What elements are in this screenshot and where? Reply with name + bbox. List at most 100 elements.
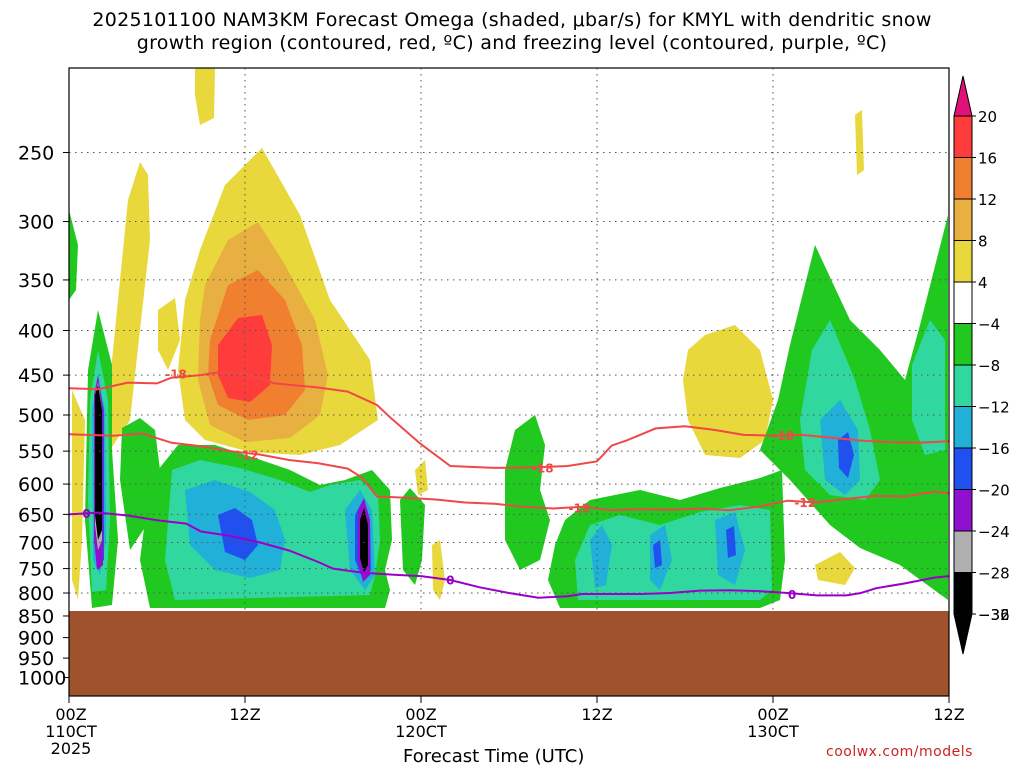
x-axis-tick-label: 2025 [51,739,92,758]
contour-layer: -18 -18 -18 -12 -12 -12 0 0 0 [69,367,949,602]
omega-shade-yellow [683,325,773,458]
omega-shade-black [360,508,368,572]
omega-shade-green [69,210,78,300]
colorbar-segment [953,157,973,200]
x-axis-tick-label: 12Z [581,705,612,724]
y-axis-tick-label: 350 [18,270,54,292]
credit-link[interactable]: coolwx.com/models [826,744,973,760]
x-axis-tick-label: 110CT [45,722,97,741]
y-axis-tick-label: 750 [18,559,54,581]
y-axis-tick-label: 950 [18,648,54,670]
freezing-label-0: 0 [446,574,454,588]
colorbar-label: 4 [978,274,988,292]
colorbar-segment [953,447,973,490]
y-axis-tick-label: 450 [18,365,54,387]
freezing-label-0: 0 [788,588,796,602]
x-axis-tick-label: 00Z [405,705,436,724]
colorbar-segment [953,323,973,366]
contour-label-minus18: -18 [532,461,554,475]
colorbar-segment [953,115,973,158]
colorbar-label: 8 [978,233,988,251]
colorbar-segment [953,281,973,324]
freezing-level-contour [69,511,949,599]
omega-shade-blue [726,526,736,558]
contour-label-minus18: -18 [165,367,187,381]
colorbar-segment [953,406,973,449]
omega-shade-green [505,415,550,570]
colorbar-label: −32 [978,606,1010,624]
y-axis-tick-label: 500 [18,405,54,427]
y-axis-tick-label: 550 [18,441,54,463]
omega-shade-blue [218,508,258,560]
terrain-fill [69,611,949,696]
omega-shading-layer [69,68,949,696]
omega-shade-black [95,385,102,540]
colorbar-segment [953,198,973,241]
omega-shade-green [400,488,425,585]
colorbar-label: 16 [978,150,997,168]
omega-shade-yellow [158,298,180,370]
y-axis-tick-label: 850 [18,606,54,628]
colorbar-label: 20 [978,108,997,126]
x-axis-tick-label: 00Z [55,705,86,724]
colorbar-segment [953,530,973,573]
colorbar-bottom-arrow [953,613,973,655]
omega-shade-blue [653,540,662,568]
colorbar-top-arrow [953,75,973,117]
freezing-label-0: 0 [82,507,90,521]
colorbar-label: −4 [978,316,1000,334]
omega-shade-yellow [815,552,855,585]
contour-label-minus12: -12 [569,501,591,515]
contour-label-minus12: -12 [237,449,259,463]
y-axis: 2503003504004505005506006507007508008509… [18,143,69,690]
y-axis-tick-label: 650 [18,504,54,526]
omega-shade-cyan [590,525,612,588]
x-axis-tick-label: 12Z [933,705,964,724]
colorbar: 20 16 12 8 4 −4 −8 −12 −16 −20 −24 −28 −32−36 [953,75,1010,655]
y-axis-tick-label: 250 [18,143,54,165]
plot-gridlines [69,68,949,611]
colorbar-segment [953,240,973,283]
x-axis-tick-label: 130CT [747,722,799,741]
colorbar-label: 12 [978,191,997,209]
contour-label-minus12: -12 [794,496,816,510]
y-axis-tick-label: 1000 [18,668,66,690]
contour-label-minus18: -18 [772,429,794,443]
omega-core-shading [94,375,370,582]
colorbar-label: −28 [978,565,1010,583]
plot-frame [68,67,950,697]
colorbar-segment [953,489,973,532]
colorbar-label: −20 [978,482,1010,500]
dgz-contour-minus12 [69,432,949,512]
colorbar-label: −16 [978,440,1010,458]
chart-title-line1: 2025101100 NAM3KM Forecast Omega (shaded… [92,9,932,31]
omega-shade-red [218,315,272,402]
omega-shade-teal [912,320,945,455]
colorbar-label: −36 [978,606,1010,624]
colorbar-label: −12 [978,399,1010,417]
y-axis-tick-label: 300 [18,212,54,234]
colorbar-label: −8 [978,357,1000,375]
y-axis-tick-label: 900 [18,628,54,650]
x-axis-title: Forecast Time (UTC) [403,746,585,767]
omega-shade-yellow [195,68,215,125]
omega-positive-shading [72,68,864,600]
y-axis-tick-label: 800 [18,583,54,605]
omega-shade-yellow [72,390,85,600]
omega-shade-yellow [110,162,150,450]
chart-title-line2: growth region (contoured, red, ºC) and f… [136,32,888,54]
y-axis-tick-label: 600 [18,474,54,496]
omega-shade-yellow [855,110,864,175]
colorbar-segment [953,572,973,615]
y-axis-tick-label: 700 [18,532,54,554]
dgz-contour-minus18 [69,371,949,469]
colorbar-segment [953,364,973,407]
colorbar-label: −24 [978,523,1010,541]
omega-shade-yellow [432,540,445,600]
x-axis-tick-label: 120CT [395,722,447,741]
y-axis-tick-label: 400 [18,321,54,343]
x-axis-tick-label: 12Z [229,705,260,724]
x-axis-tick-label: 00Z [757,705,788,724]
